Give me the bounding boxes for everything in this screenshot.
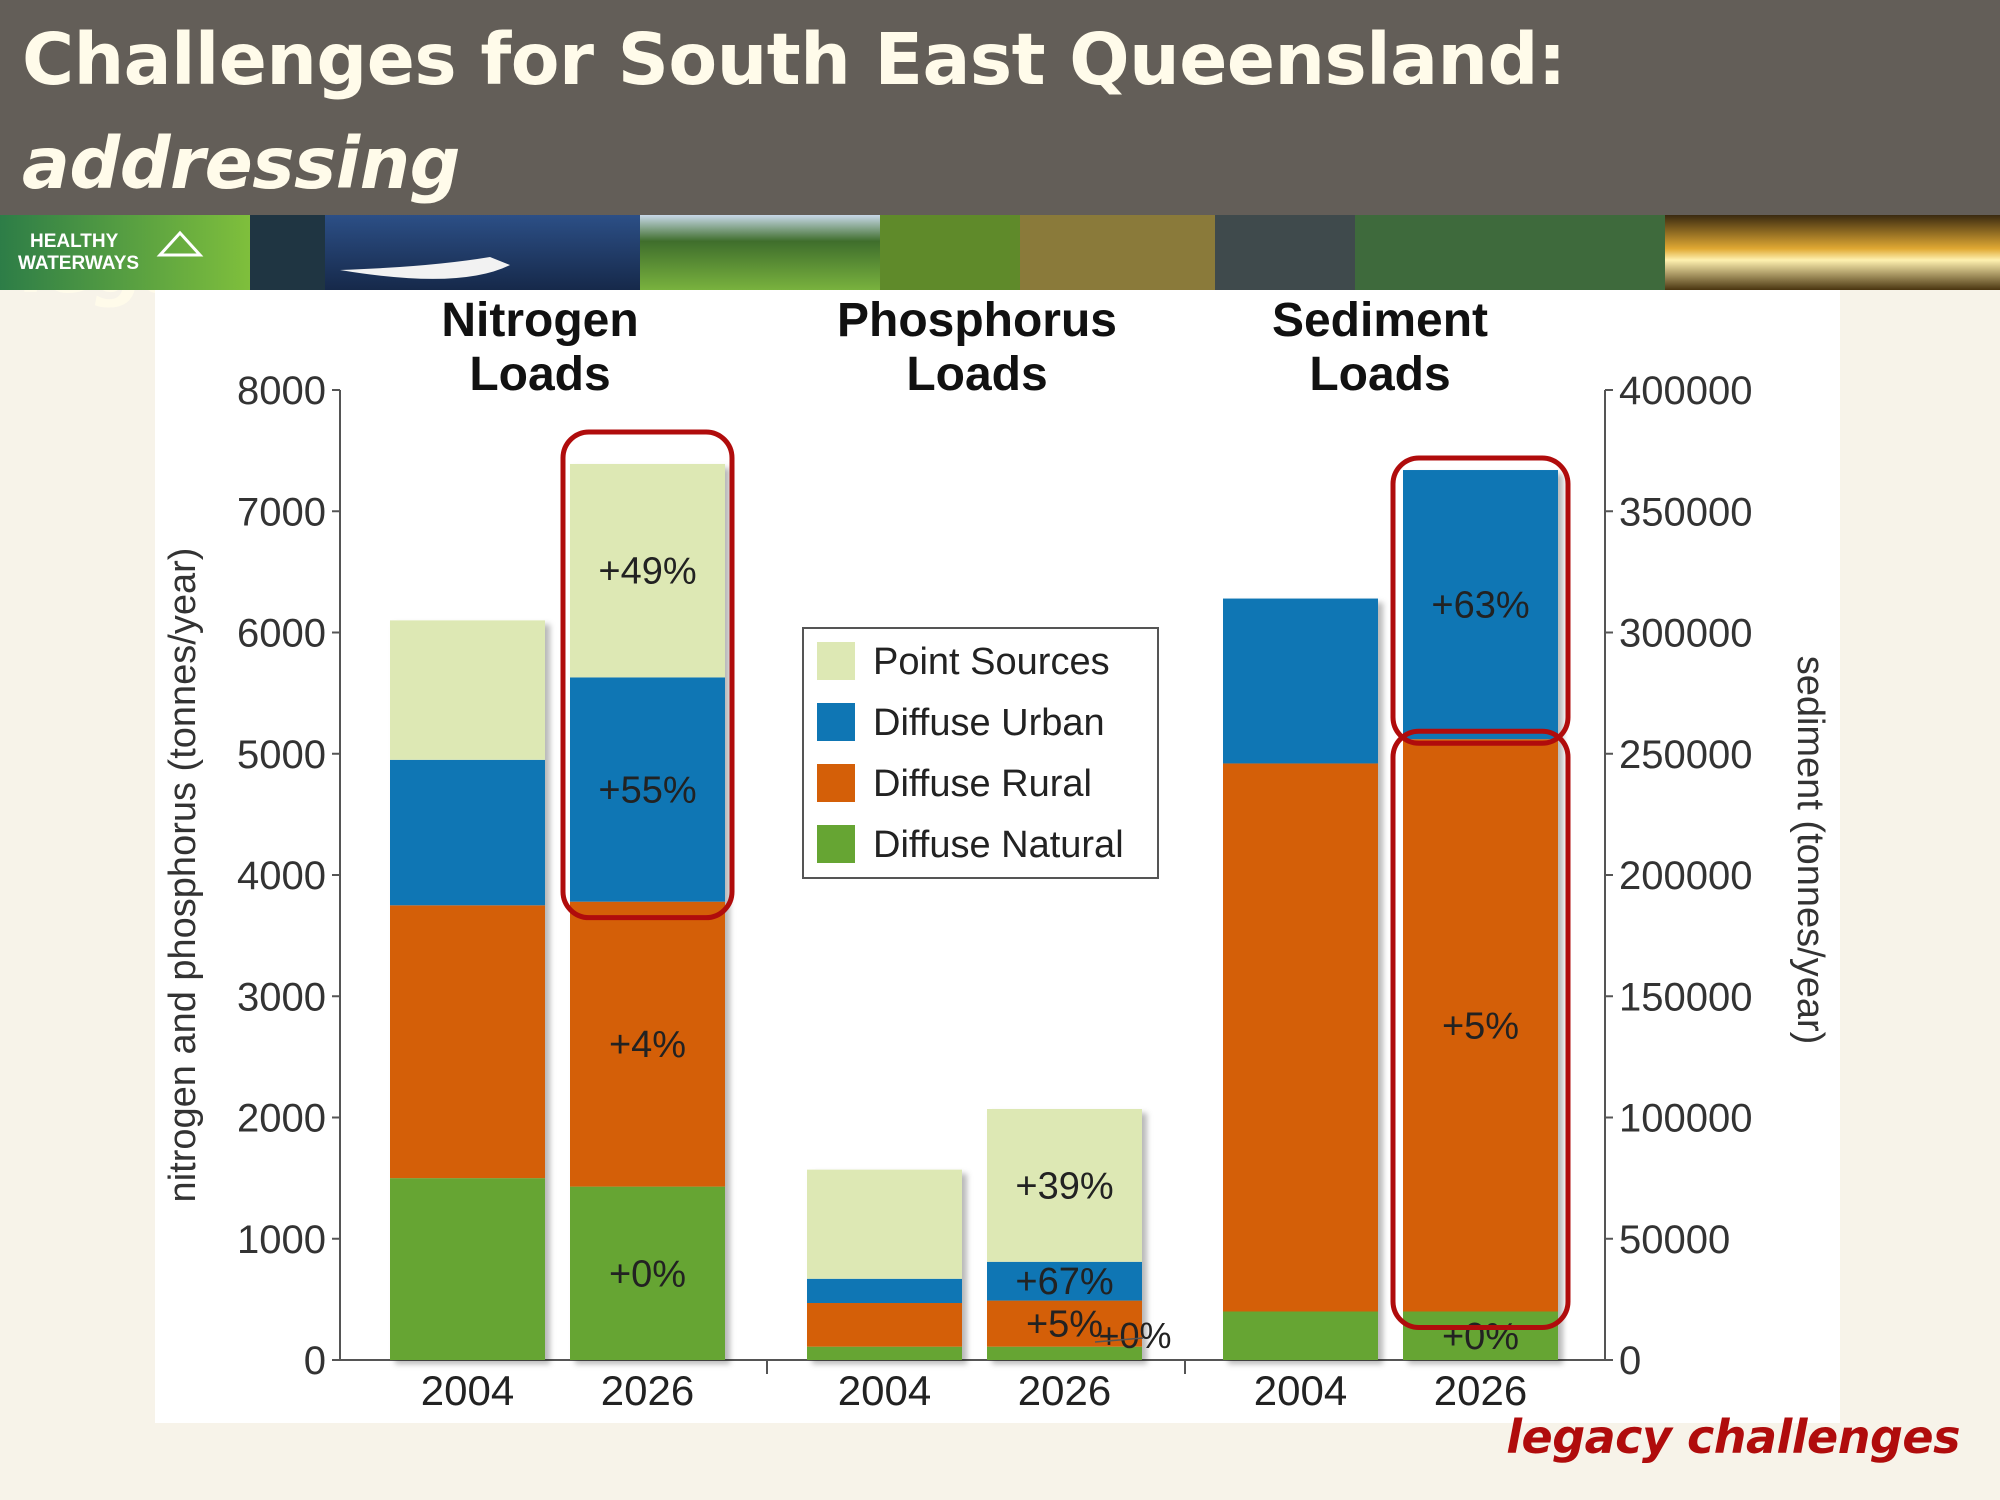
bar-segment	[390, 759, 545, 906]
bar-segment	[1403, 739, 1558, 1312]
legend-swatch	[817, 825, 855, 863]
banner-photo-boat	[1215, 215, 1355, 290]
group-title: Phosphorus	[837, 294, 1117, 347]
stacked-bar-chart: 0 1000 2000 3000 4000 5000 6000 7000 8000 0 50000 1…	[162, 294, 1831, 1414]
legend-label: Diffuse Natural	[873, 824, 1124, 866]
bar-segment	[987, 1300, 1142, 1347]
canoe-icon	[340, 257, 510, 279]
x-tick-label: 2026	[601, 1367, 694, 1414]
bar-segment	[807, 1346, 962, 1360]
bar-segment	[570, 1186, 725, 1360]
bar-segment	[570, 677, 725, 902]
bar-change-label: +0%	[1442, 1316, 1519, 1358]
bar-segment	[1223, 763, 1378, 1312]
highlight-box-sediment-urban	[1390, 455, 1571, 746]
banner-photo-hills	[640, 215, 880, 290]
left-tick-label: 8000	[237, 369, 326, 413]
bar-change-label: +5%	[1442, 1005, 1519, 1047]
title-bar: Challenges for South East Queensland: ad…	[0, 0, 2000, 309]
bar-segment	[570, 901, 725, 1187]
bar-segment	[1223, 598, 1378, 764]
banner-photo-creek	[1355, 215, 1665, 290]
group-title: Loads	[1309, 348, 1450, 401]
photo-banner: HEALTHY WATERWAYS	[0, 215, 2000, 290]
bar-change-label: +39%	[1015, 1165, 1113, 1207]
bar-segment	[1223, 1311, 1378, 1360]
banner-photo-crops	[880, 215, 1020, 290]
bar-segment	[987, 1109, 1142, 1262]
bar-change-label: +67%	[1015, 1261, 1113, 1303]
bar-segment	[390, 1178, 545, 1360]
bar-segment	[1403, 470, 1558, 740]
right-tick-label: 50000	[1619, 1218, 1730, 1262]
bar-segment	[807, 1278, 962, 1304]
x-tick-label: 2004	[1254, 1367, 1347, 1414]
x-tick-label: 2004	[838, 1367, 931, 1414]
left-axis-label: nitrogen and phosphorus (tonnes/year)	[162, 548, 204, 1203]
banner-photo-sunset	[1665, 215, 2000, 290]
legend-swatch	[817, 642, 855, 680]
bar-change-label: +0%	[609, 1254, 686, 1296]
left-tick-label: 7000	[237, 490, 326, 534]
left-tick-label: 5000	[237, 733, 326, 777]
logo-line1: HEALTHY	[30, 231, 119, 252]
slide-title: Challenges for South East Queensland: ad…	[22, 8, 1982, 320]
left-tick-label: 4000	[237, 854, 326, 898]
right-axis-label: sediment (tonnes/year)	[1789, 656, 1831, 1045]
right-tick-label: 300000	[1619, 612, 1752, 656]
footer-note: legacy challenges	[1506, 1410, 1960, 1464]
left-tick-label: 6000	[237, 612, 326, 656]
right-tick-label: 0	[1619, 1339, 1641, 1383]
banner-photo-rocks	[1020, 215, 1215, 290]
title-part1: Challenges for South East Queensland:	[22, 18, 1566, 101]
logo-line2: WATERWAYS	[18, 253, 139, 274]
legend-label: Point Sources	[873, 641, 1110, 683]
highlight-box-sediment-rural	[1390, 728, 1571, 1330]
right-tick-label: 150000	[1619, 975, 1752, 1019]
bar-segment	[807, 1303, 962, 1347]
legend-swatch	[817, 703, 855, 741]
bar-change-label: +5%	[1026, 1304, 1103, 1346]
chart-area: 0 1000 2000 3000 4000 5000 6000 7000 8000 0 50000 1…	[155, 290, 1840, 1423]
left-tick-label: 1000	[237, 1218, 326, 1262]
bar-change-label: +4%	[609, 1024, 686, 1066]
left-tick-label: 2000	[237, 1097, 326, 1141]
logo-boat-icon	[156, 230, 204, 257]
group-title: Loads	[469, 348, 610, 401]
bar-change-label: +55%	[598, 770, 696, 812]
banner-photo-river	[250, 215, 325, 290]
x-tick-label: 2004	[421, 1367, 514, 1414]
bar-change-label: +63%	[1431, 585, 1529, 627]
x-tick-label: 2026	[1434, 1367, 1527, 1414]
group-title: Sediment	[1272, 294, 1488, 347]
banner-photo-canoe	[325, 215, 640, 290]
bar-segment	[1403, 1311, 1558, 1360]
right-tick-label: 350000	[1619, 490, 1752, 534]
x-tick-label: 2026	[1018, 1367, 1111, 1414]
legend-label: Diffuse Urban	[873, 702, 1105, 744]
group-title: Nitrogen	[441, 294, 638, 347]
legend-swatch	[817, 764, 855, 802]
right-tick-label: 250000	[1619, 733, 1752, 777]
bar-segment	[390, 620, 545, 760]
legend-box	[802, 627, 1159, 879]
left-tick-label: 3000	[237, 975, 326, 1019]
bar-segment	[390, 905, 545, 1179]
bar-segment	[807, 1169, 962, 1279]
right-tick-label: 100000	[1619, 1097, 1752, 1141]
left-tick-label: 0	[304, 1339, 326, 1383]
bar-segment	[987, 1346, 1142, 1360]
group-title: Loads	[906, 348, 1047, 401]
bar-segment	[987, 1261, 1142, 1301]
right-tick-label: 400000	[1619, 369, 1752, 413]
bar-change-label: +49%	[598, 551, 696, 593]
highlight-box-nitrogen	[560, 429, 735, 921]
title-part2: addressing	[22, 122, 460, 205]
right-tick-label: 200000	[1619, 854, 1752, 898]
banner-logo-panel	[0, 215, 250, 290]
phosphorus-natural-change-label: +0%	[1098, 1315, 1171, 1356]
annotation-leader-line	[1094, 1337, 1144, 1343]
bar-segment	[570, 463, 725, 678]
legend-label: Diffuse Rural	[873, 763, 1092, 805]
